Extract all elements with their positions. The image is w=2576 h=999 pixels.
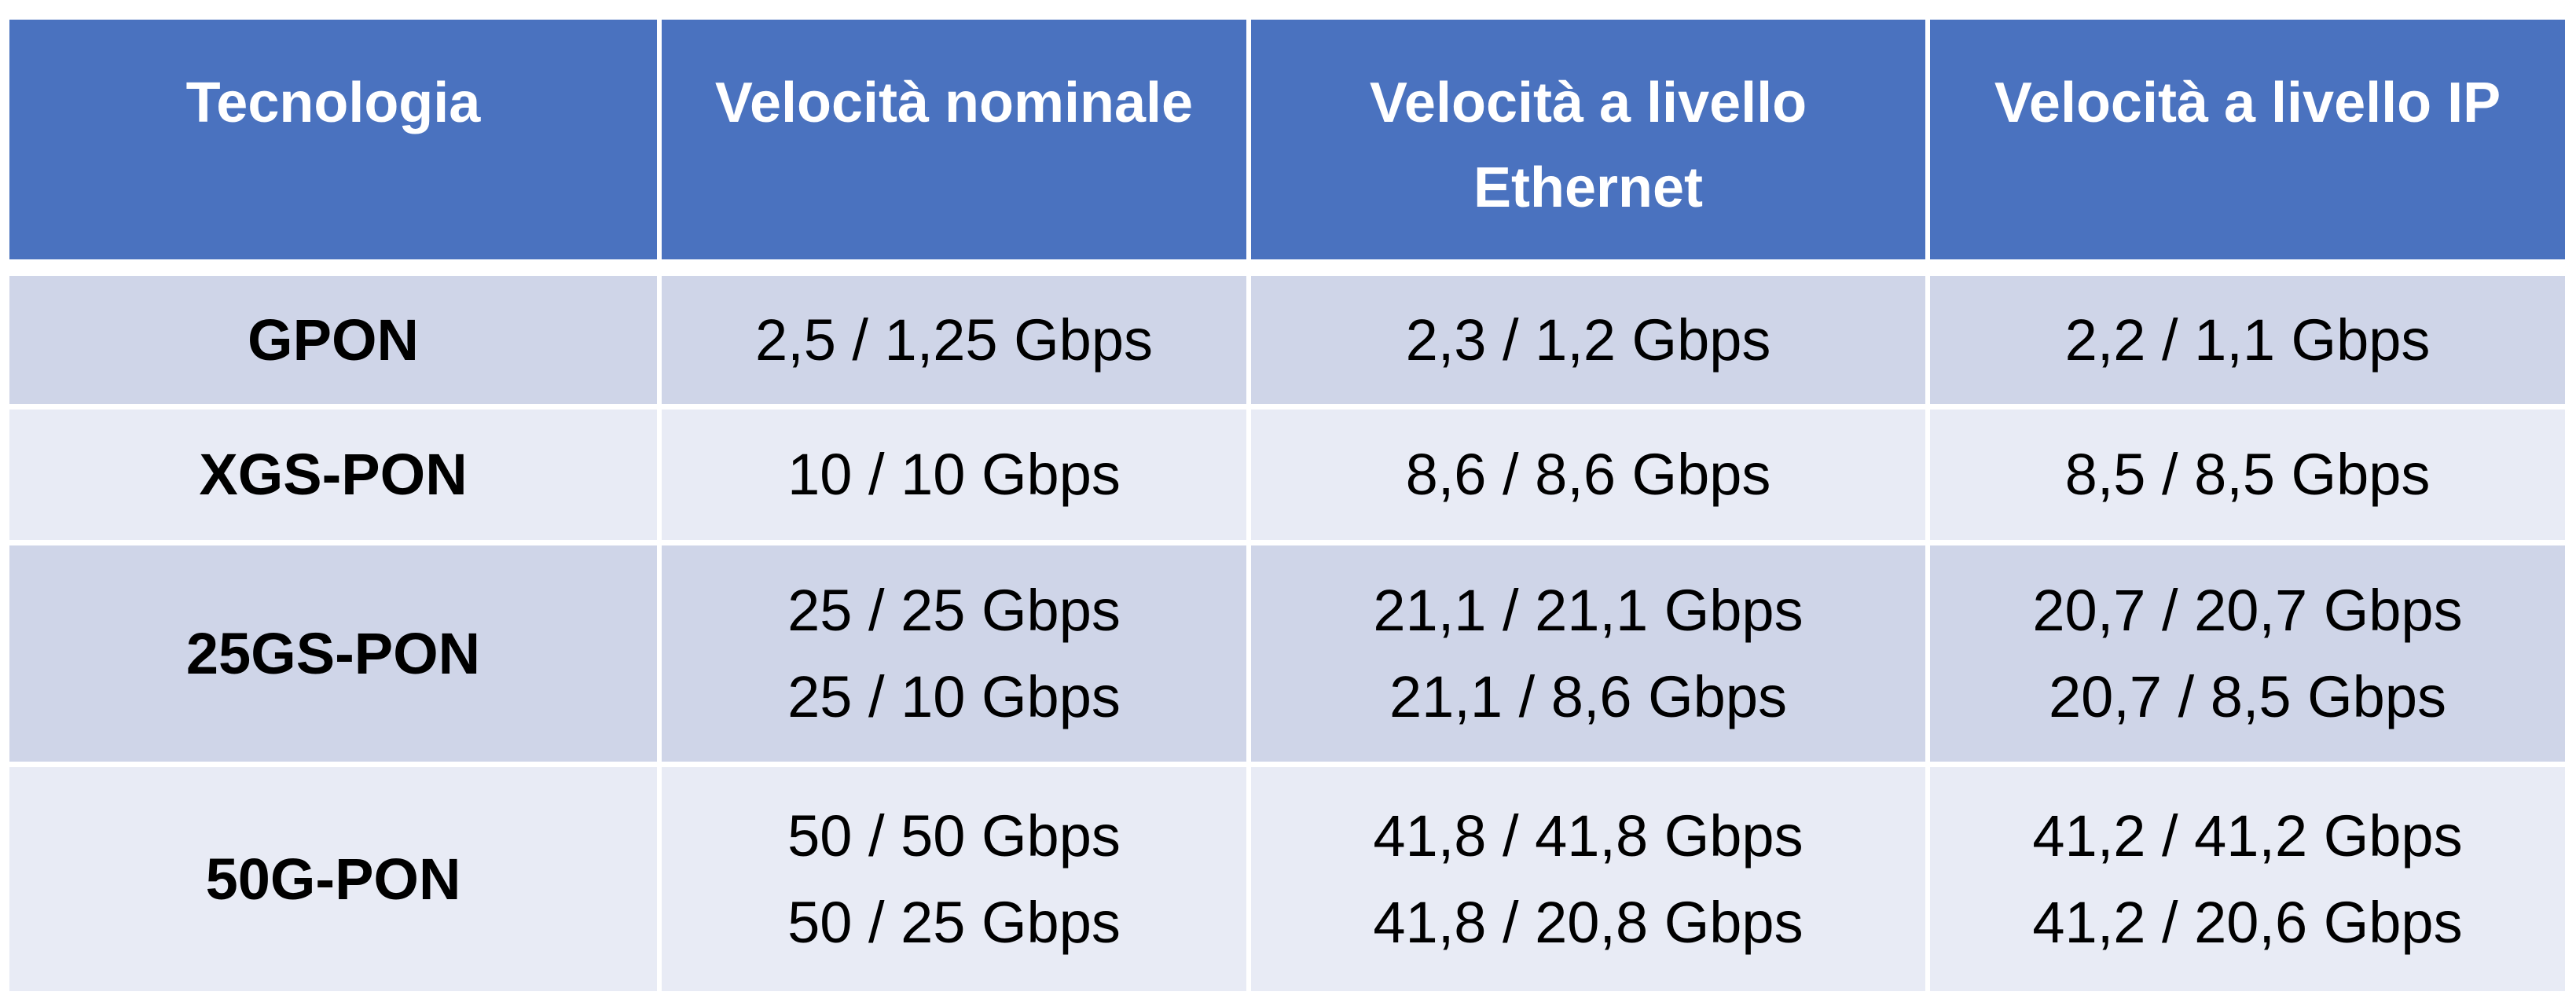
table-row-gpon-tech: GPON — [9, 276, 657, 404]
table-row-50gpon-ip: 41,2 / 41,2 Gbps 41,2 / 20,6 Gbps — [1930, 767, 2565, 991]
tech-label: 50G-PON — [205, 846, 461, 912]
header-ethernet-speed: Velocità a livello Ethernet — [1251, 20, 1925, 259]
table-row-xgspon-ip: 8,5 / 8,5 Gbps — [1930, 410, 2565, 540]
table-row-xgspon-ethernet: 8,6 / 8,6 Gbps — [1251, 410, 1925, 540]
nominal-value: 2,5 / 1,25 Gbps — [754, 307, 1153, 373]
table-row-25gspon-ip: 20,7 / 20,7 Gbps 20,7 / 8,5 Gbps — [1930, 545, 2565, 762]
nominal-value: 10 / 10 Gbps — [787, 442, 1121, 507]
nominal-value-1: 25 / 25 Gbps — [787, 577, 1121, 643]
ethernet-value: 2,3 / 1,2 Gbps — [1405, 307, 1771, 373]
table-row-xgspon-tech: XGS-PON — [9, 410, 657, 540]
nominal-value-2: 25 / 10 Gbps — [787, 663, 1121, 729]
header-ip-speed: Velocità a livello IP — [1930, 20, 2565, 259]
ip-value: 8,5 / 8,5 Gbps — [2064, 442, 2431, 507]
ethernet-value-2: 21,1 / 8,6 Gbps — [1389, 663, 1787, 729]
table-row-25gspon-tech: 25GS-PON — [9, 545, 657, 762]
table-row-25gspon-nominal: 25 / 25 Gbps 25 / 10 Gbps — [662, 545, 1246, 762]
table-row-gpon-ip: 2,2 / 1,1 Gbps — [1930, 276, 2565, 404]
tech-label: 25GS-PON — [185, 620, 481, 686]
header-nominal-speed-line: Velocità nominale — [714, 72, 1194, 134]
table-row-gpon-nominal: 2,5 / 1,25 Gbps — [662, 276, 1246, 404]
ethernet-value-1: 41,8 / 41,8 Gbps — [1373, 803, 1804, 869]
ip-value-2: 41,2 / 20,6 Gbps — [2032, 889, 2463, 955]
ip-value: 2,2 / 1,1 Gbps — [2064, 307, 2431, 373]
table-row-xgspon-nominal: 10 / 10 Gbps — [662, 410, 1246, 540]
ethernet-value-2: 41,8 / 20,8 Gbps — [1373, 889, 1804, 955]
header-ethernet-speed-line-2: Ethernet — [1473, 156, 1704, 219]
table-row-50gpon-tech: 50G-PON — [9, 767, 657, 991]
ethernet-value: 8,6 / 8,6 Gbps — [1405, 442, 1771, 507]
nominal-value-1: 50 / 50 Gbps — [787, 803, 1121, 869]
table-row-gpon-ethernet: 2,3 / 1,2 Gbps — [1251, 276, 1925, 404]
header-ip-speed-line: Velocità a livello IP — [1994, 72, 2501, 134]
header-technology-line: Tecnologia — [185, 72, 481, 134]
table-row-25gspon-ethernet: 21,1 / 21,1 Gbps 21,1 / 8,6 Gbps — [1251, 545, 1925, 762]
header-ethernet-speed-line-1: Velocità a livello — [1369, 72, 1807, 134]
table-row-50gpon-nominal: 50 / 50 Gbps 50 / 25 Gbps — [662, 767, 1246, 991]
header-technology: Tecnologia — [9, 20, 657, 259]
ip-value-1: 20,7 / 20,7 Gbps — [2032, 577, 2463, 643]
tech-label: GPON — [248, 307, 419, 373]
ethernet-value-1: 21,1 / 21,1 Gbps — [1373, 577, 1804, 643]
ip-value-1: 41,2 / 41,2 Gbps — [2032, 803, 2463, 869]
nominal-value-2: 50 / 25 Gbps — [787, 889, 1121, 955]
table-row-50gpon-ethernet: 41,8 / 41,8 Gbps 41,8 / 20,8 Gbps — [1251, 767, 1925, 991]
ip-value-2: 20,7 / 8,5 Gbps — [2048, 663, 2446, 729]
header-nominal-speed: Velocità nominale — [662, 20, 1246, 259]
tech-label: XGS-PON — [199, 442, 468, 507]
